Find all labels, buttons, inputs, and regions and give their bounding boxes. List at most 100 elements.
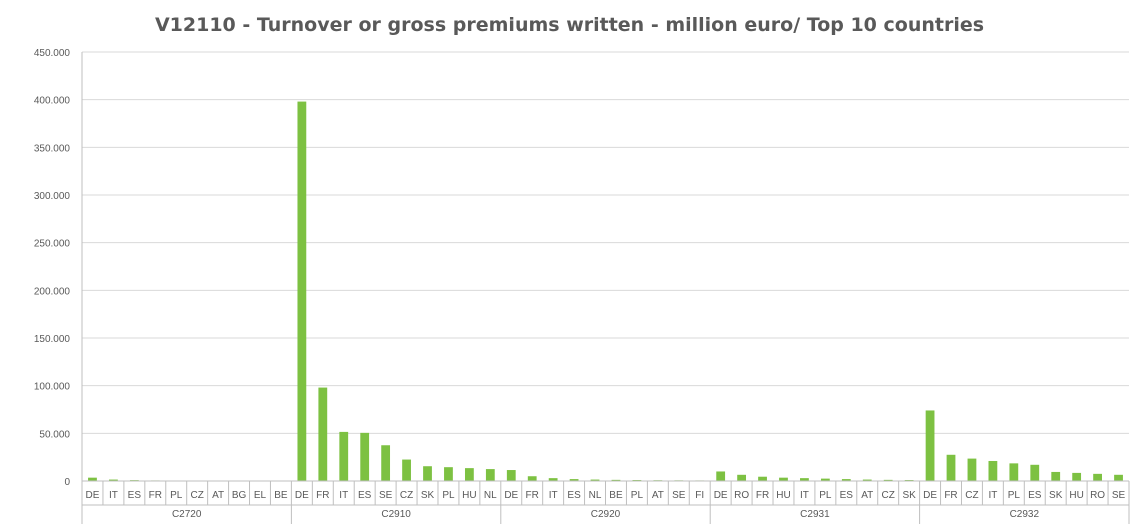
bar bbox=[318, 387, 328, 481]
x-tick-label: AT bbox=[652, 490, 664, 501]
x-tick-label: HU bbox=[1069, 490, 1083, 501]
x-tick-label: SE bbox=[379, 490, 393, 501]
x-tick-label: BE bbox=[609, 490, 623, 501]
x-tick-label: SE bbox=[1112, 490, 1126, 501]
x-tick-label: AT bbox=[861, 490, 873, 501]
x-tick-label: PL bbox=[1008, 490, 1021, 501]
bars bbox=[88, 101, 1123, 481]
bar bbox=[758, 476, 767, 481]
x-tick-label: DE bbox=[714, 490, 728, 501]
x-tick-label: HU bbox=[776, 490, 790, 501]
bar bbox=[800, 478, 809, 481]
x-tick-label: CZ bbox=[190, 490, 203, 501]
x-tick-label: EL bbox=[254, 490, 267, 501]
bar bbox=[444, 467, 453, 481]
bar bbox=[1030, 464, 1040, 481]
x-tick-label: IT bbox=[549, 490, 558, 501]
y-tick-label: 0 bbox=[64, 477, 70, 488]
x-tick-label: ES bbox=[358, 490, 372, 501]
y-tick-label: 200.000 bbox=[34, 286, 71, 297]
x-tick-label: ES bbox=[1028, 490, 1042, 501]
x-tick-label: FR bbox=[756, 490, 769, 501]
x-tick-label: NL bbox=[484, 490, 497, 501]
x-tick-label: ES bbox=[840, 490, 854, 501]
bar bbox=[506, 470, 516, 481]
y-tick-label: 100.000 bbox=[34, 382, 71, 393]
bar bbox=[527, 476, 537, 481]
group-label: C2720 bbox=[172, 509, 202, 520]
bar bbox=[820, 478, 830, 481]
x-tick-label: PL bbox=[442, 490, 455, 501]
group-label: C2931 bbox=[800, 509, 830, 520]
bar bbox=[569, 479, 579, 481]
bar bbox=[339, 431, 349, 481]
x-tick-label: BG bbox=[232, 490, 247, 501]
x-tick-label: IT bbox=[988, 490, 997, 501]
x-tick-label: PL bbox=[819, 490, 832, 501]
y-tick-label: 450.000 bbox=[34, 48, 71, 59]
x-tick-label: SE bbox=[672, 490, 686, 501]
x-tick-label: DE bbox=[923, 490, 937, 501]
y-tick-label: 400.000 bbox=[34, 96, 71, 107]
bar bbox=[737, 474, 747, 481]
x-tick-label: ES bbox=[567, 490, 581, 501]
group-label: C2910 bbox=[381, 509, 411, 520]
bar bbox=[925, 410, 935, 481]
x-tick-label: DE bbox=[86, 490, 100, 501]
y-tick-label: 150.000 bbox=[34, 334, 71, 345]
x-tick-label: PL bbox=[631, 490, 644, 501]
bar bbox=[1114, 474, 1123, 481]
x-tick-label: SK bbox=[1049, 490, 1063, 501]
x-tick-label: HU bbox=[462, 490, 476, 501]
x-tick-label: CZ bbox=[400, 490, 413, 501]
bar bbox=[548, 478, 558, 481]
bar bbox=[862, 479, 872, 481]
x-axis-groups: C2720 C2910 C2920 C2931 C2932 bbox=[172, 509, 1040, 520]
x-tick-label: RO bbox=[734, 490, 749, 501]
group-label: C2920 bbox=[591, 509, 621, 520]
bar bbox=[611, 479, 621, 481]
x-tick-label: FR bbox=[316, 490, 329, 501]
x-tick-label: IT bbox=[800, 490, 809, 501]
x-tick-label: FR bbox=[526, 490, 539, 501]
x-tick-label: BE bbox=[274, 490, 288, 501]
bar bbox=[967, 458, 977, 481]
x-tick-label: AT bbox=[212, 490, 224, 501]
x-tick-label: FI bbox=[695, 490, 704, 501]
x-tick-label: DE bbox=[295, 490, 309, 501]
bar bbox=[464, 468, 474, 481]
x-axis-categories: DE IT ES FR PL CZ AT BG EL BE DE FR IT ES SE CZ SK PL HU NL… bbox=[86, 490, 1126, 501]
bar bbox=[590, 479, 600, 481]
bar bbox=[1051, 471, 1061, 481]
y-tick-label: 250.000 bbox=[34, 239, 71, 250]
bar bbox=[402, 459, 411, 481]
bar bbox=[988, 460, 998, 481]
x-tick-label: PL bbox=[170, 490, 183, 501]
chart-title: V12110 - Turnover or gross premiums writ… bbox=[154, 14, 985, 36]
bar bbox=[946, 454, 956, 481]
x-tick-label: RO bbox=[1090, 490, 1105, 501]
y-tick-label: 50.000 bbox=[39, 429, 70, 440]
x-tick-label: ES bbox=[128, 490, 142, 501]
gridlines bbox=[82, 51, 1129, 482]
bar bbox=[883, 479, 893, 481]
x-tick-label: FR bbox=[149, 490, 162, 501]
x-tick-label: IT bbox=[339, 490, 348, 501]
bar bbox=[109, 479, 118, 481]
y-tick-label: 350.000 bbox=[34, 143, 71, 154]
bar bbox=[841, 479, 851, 481]
bar bbox=[423, 466, 432, 481]
bar bbox=[1093, 473, 1102, 481]
bar bbox=[88, 477, 97, 481]
x-tick-label: DE bbox=[504, 490, 518, 501]
bar bbox=[381, 445, 391, 481]
bar bbox=[297, 101, 307, 481]
bar bbox=[716, 471, 726, 481]
bar bbox=[779, 477, 788, 481]
x-axis bbox=[81, 52, 1130, 524]
x-tick-label: SK bbox=[902, 490, 916, 501]
x-tick-label: IT bbox=[109, 490, 118, 501]
bar bbox=[360, 432, 370, 481]
